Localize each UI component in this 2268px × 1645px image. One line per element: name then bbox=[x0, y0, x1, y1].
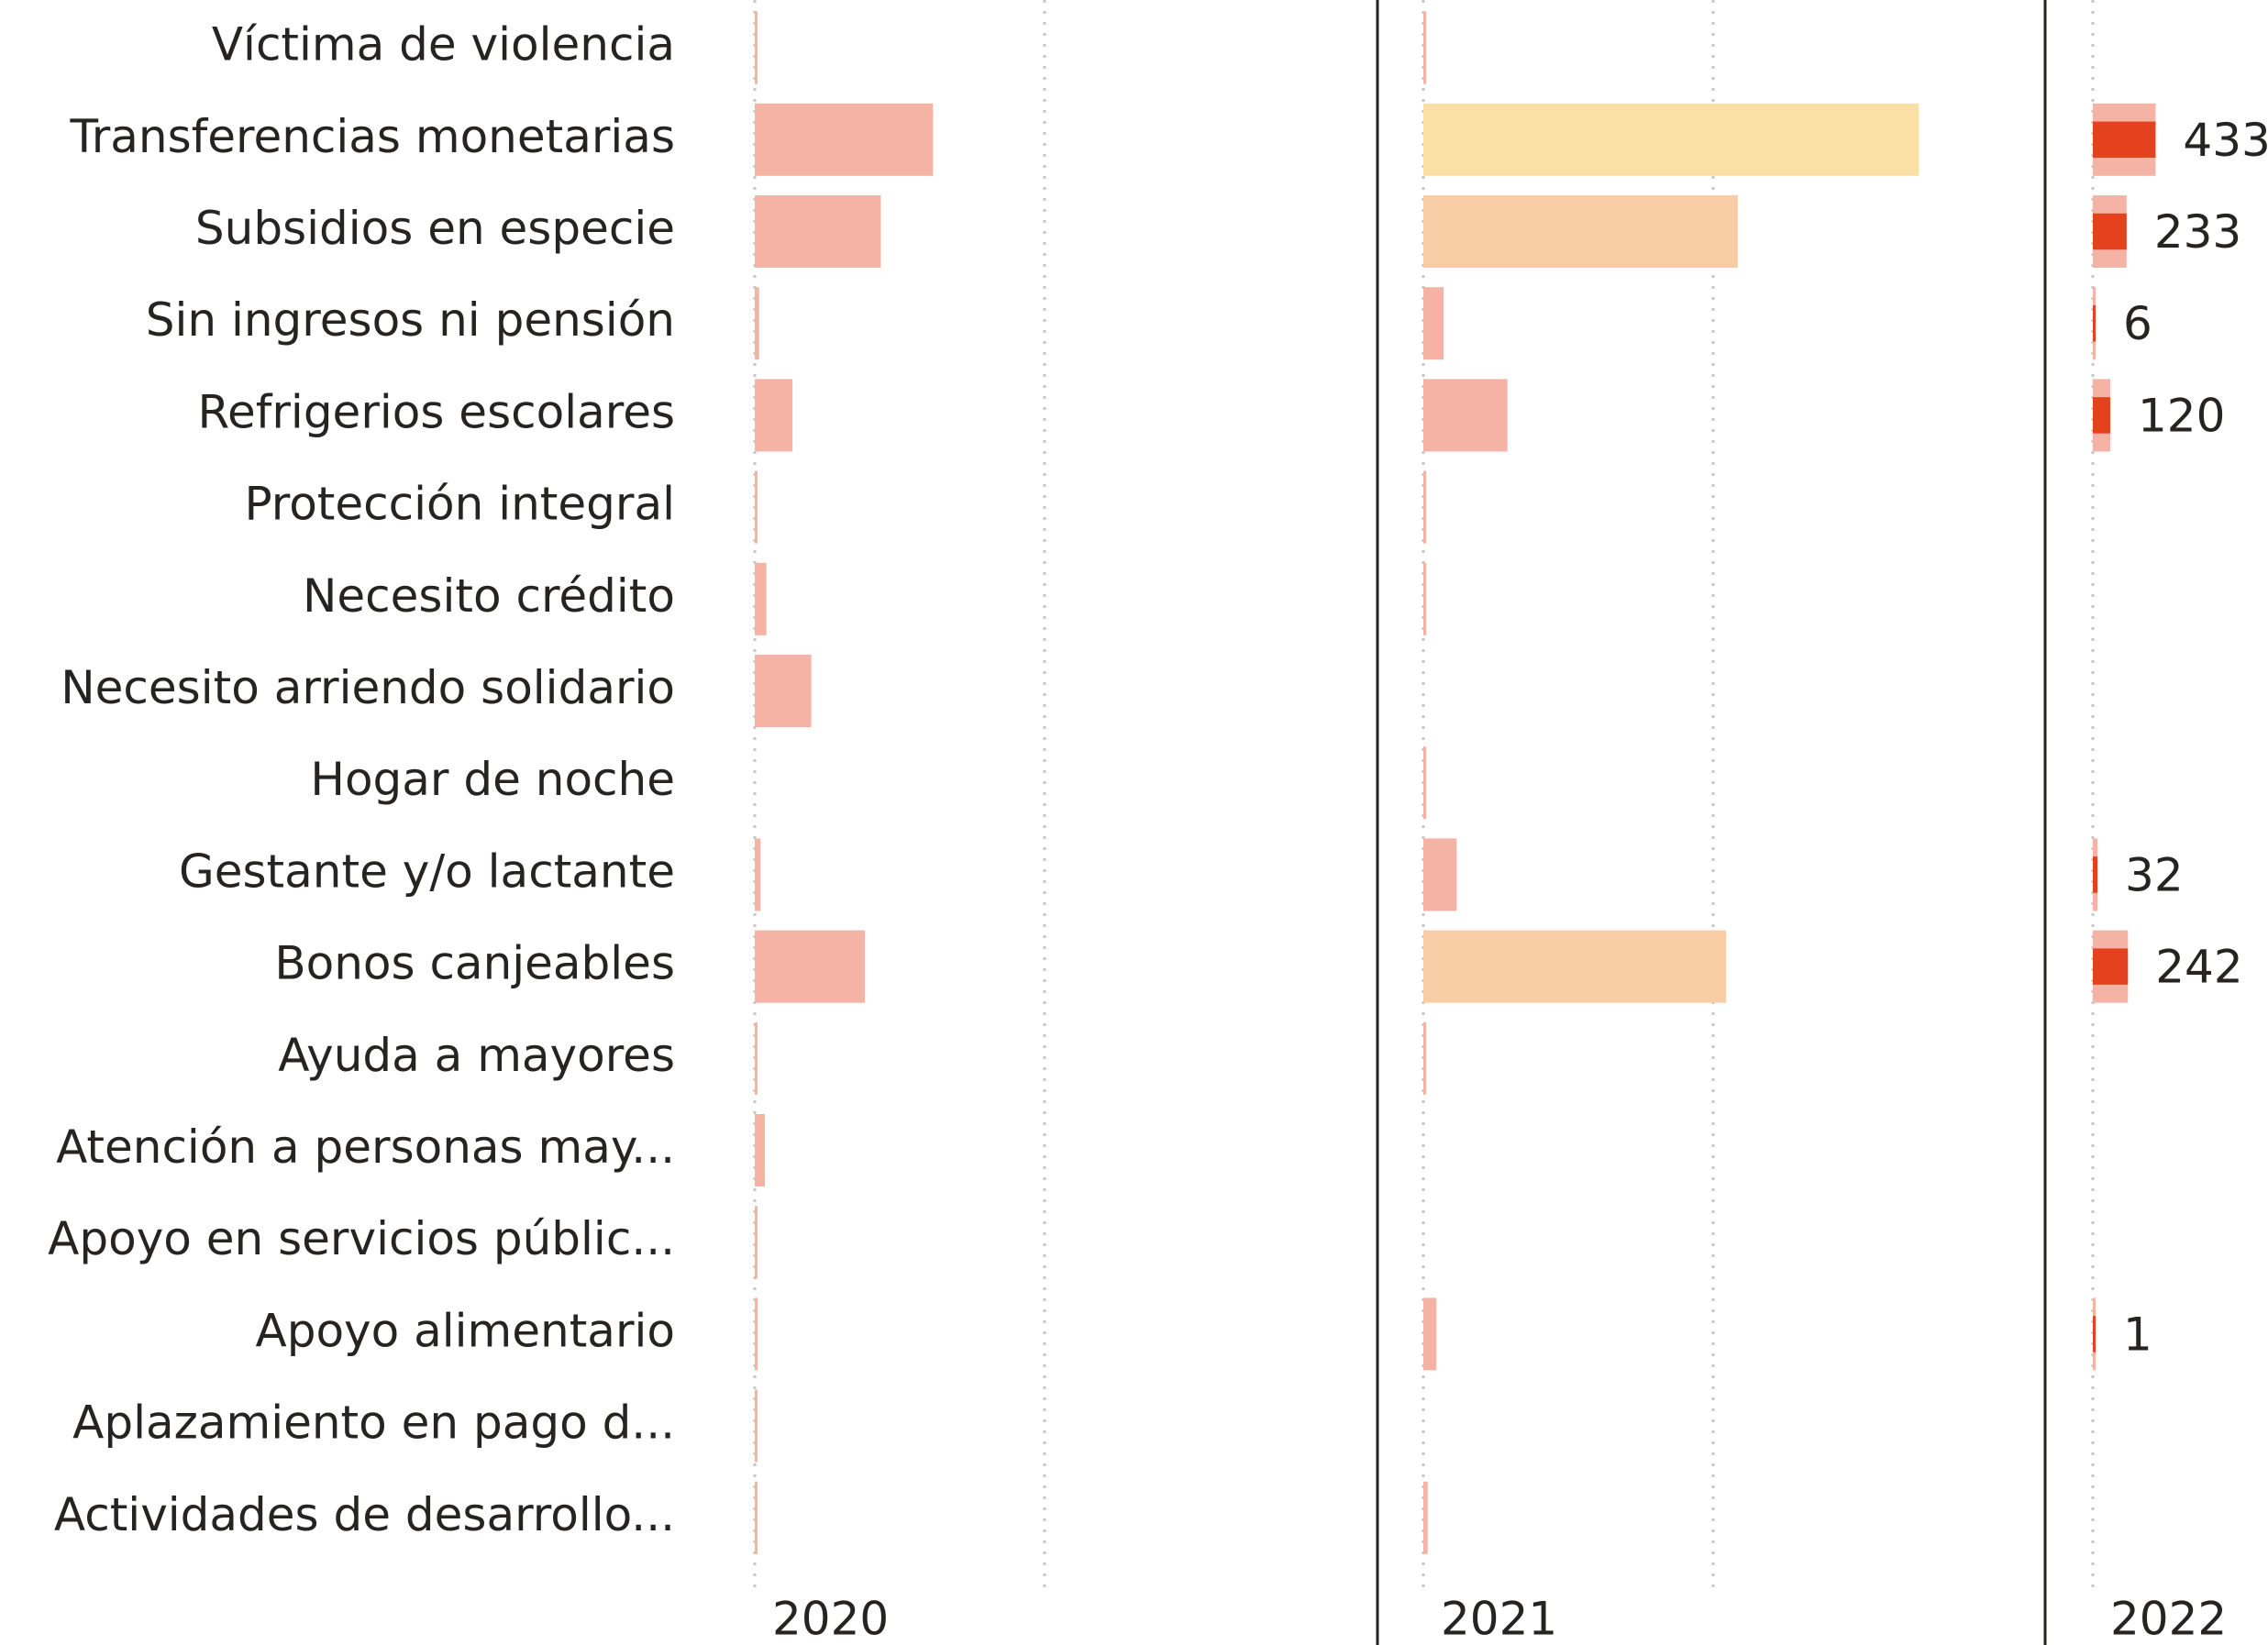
bar bbox=[755, 930, 866, 1003]
data-label: 6 bbox=[2123, 297, 2152, 350]
data-label: 32 bbox=[2125, 848, 2184, 901]
bar bbox=[755, 562, 767, 635]
category-label: Hogar de noche bbox=[310, 753, 675, 806]
bar bbox=[755, 655, 812, 727]
bar bbox=[755, 1114, 766, 1187]
bar bbox=[2093, 1316, 2096, 1352]
category-label: Transferencias monetarias bbox=[70, 110, 676, 163]
bar bbox=[755, 470, 758, 544]
bar bbox=[755, 103, 934, 176]
category-label: Actividades de desarrollo... bbox=[54, 1488, 675, 1541]
bar bbox=[1423, 930, 1727, 1003]
category-label: Necesito arriendo solidario bbox=[61, 661, 675, 714]
category-label: Apoyo alimentario bbox=[256, 1304, 675, 1357]
category-label: Víctima de violencia bbox=[212, 18, 675, 72]
category-label: Apoyo en servicios públic... bbox=[48, 1212, 675, 1265]
bar bbox=[755, 1389, 758, 1463]
bar bbox=[755, 1021, 758, 1095]
bar bbox=[755, 11, 758, 84]
bar bbox=[1423, 195, 1738, 268]
panel-label: 2020 bbox=[772, 1593, 889, 1645]
bar bbox=[1423, 838, 1457, 911]
bar bbox=[1423, 746, 1427, 820]
bar bbox=[1423, 11, 1427, 84]
bar bbox=[1423, 1297, 1437, 1371]
data-label: 1 bbox=[2123, 1308, 2152, 1361]
bar bbox=[755, 1297, 758, 1371]
category-label: Necesito crédito bbox=[303, 569, 675, 623]
bar bbox=[2093, 397, 2110, 434]
data-label: 120 bbox=[2138, 389, 2225, 442]
bar bbox=[755, 838, 761, 911]
bar bbox=[2093, 948, 2129, 985]
bar bbox=[1423, 103, 1920, 176]
data-label: 433 bbox=[2183, 114, 2268, 167]
bar bbox=[755, 195, 881, 268]
category-label: Gestante y/o lactante bbox=[179, 845, 675, 898]
category-label: Protección integral bbox=[244, 478, 675, 531]
category-label: Sin ingresos ni pensión bbox=[146, 293, 675, 347]
bar bbox=[1423, 562, 1427, 635]
bar bbox=[2093, 121, 2156, 159]
panel-label: 2021 bbox=[1441, 1593, 1557, 1645]
bar bbox=[755, 1206, 758, 1279]
panel-label: 2022 bbox=[2110, 1593, 2227, 1645]
bar bbox=[1423, 287, 1444, 360]
bar bbox=[1423, 379, 1508, 452]
bar bbox=[2093, 856, 2098, 893]
bar bbox=[755, 287, 759, 360]
bar bbox=[2093, 304, 2096, 342]
bar bbox=[2093, 213, 2127, 250]
category-label: Refrigerios escolares bbox=[198, 385, 675, 438]
bar bbox=[1423, 470, 1427, 544]
bar bbox=[755, 379, 793, 452]
data-label: 233 bbox=[2154, 205, 2241, 259]
category-label: Bonos canjeables bbox=[274, 937, 675, 990]
category-label: Subsidios en especie bbox=[195, 202, 675, 255]
bar bbox=[1423, 1481, 1428, 1554]
category-label: Atención a personas may... bbox=[56, 1121, 675, 1174]
category-label: Aplazamiento en pago d... bbox=[72, 1397, 675, 1450]
bar bbox=[1423, 1021, 1427, 1095]
category-label: Ayuda a mayores bbox=[278, 1029, 675, 1082]
data-label: 242 bbox=[2155, 941, 2242, 994]
bar bbox=[755, 1481, 758, 1554]
